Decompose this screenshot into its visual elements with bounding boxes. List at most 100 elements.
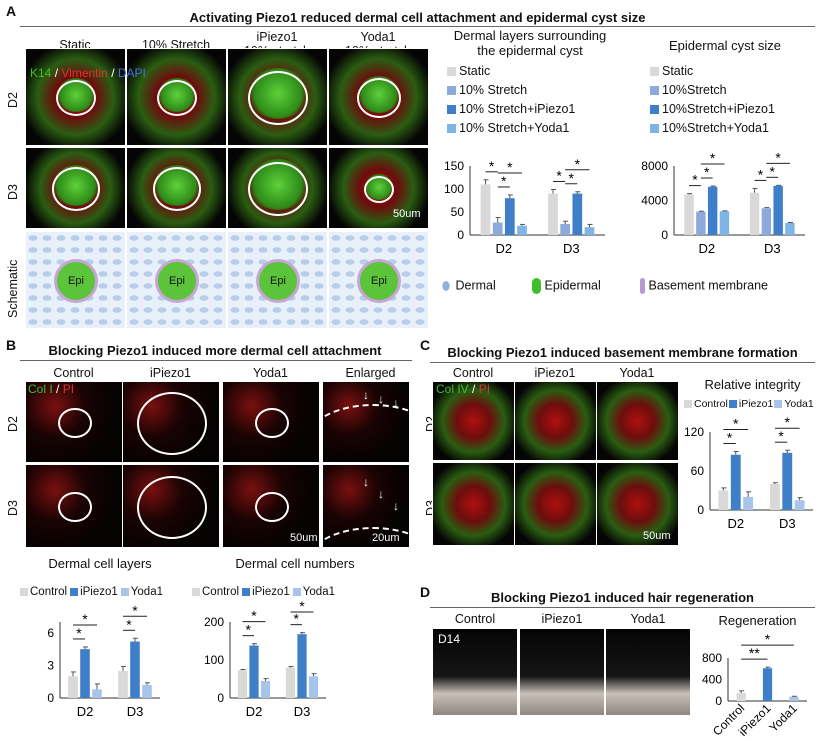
significance-marker: *: [770, 163, 776, 179]
stain-legend: Col I / PI: [28, 382, 74, 396]
micrograph: [514, 381, 597, 461]
chart-title: Dermal layers surrounding the epidermal c…: [440, 28, 620, 58]
panel-b-title: Blocking Piezo1 induced more dermal cell…: [48, 343, 382, 358]
micrograph: [222, 381, 320, 463]
arrow-icon: ↓: [393, 499, 399, 513]
significance-marker: *: [778, 428, 784, 444]
significance-marker: *: [692, 172, 698, 188]
x-tick-label: D3: [563, 241, 580, 256]
micrograph: [328, 147, 429, 229]
y-tick-label: 200: [204, 615, 224, 629]
significance-marker: *: [76, 625, 82, 641]
micrograph: [328, 48, 429, 146]
y-tick-label: 0: [47, 691, 54, 705]
bar: [480, 184, 491, 235]
x-tick-label: D3: [764, 241, 781, 256]
legend-swatch: [774, 400, 783, 409]
legend-swatch: [447, 124, 456, 134]
scale-bar-label: 50um: [290, 532, 318, 544]
legend-label: Dermal: [455, 278, 496, 293]
micrograph: [227, 147, 328, 229]
bar: [130, 641, 140, 698]
x-tick-label: D3: [294, 704, 311, 719]
legend-label: Basement membrane: [648, 278, 768, 293]
significance-marker: *: [758, 166, 764, 182]
legend-item: Yoda1: [774, 398, 814, 410]
column-header: Control: [53, 366, 94, 380]
legend-item: Control: [20, 586, 67, 598]
significance-marker: *: [733, 416, 739, 432]
legend-item: iPiezo1: [70, 586, 118, 598]
y-tick-label: 0: [697, 503, 704, 517]
x-tick-label: D3: [127, 704, 144, 719]
bar: [743, 497, 754, 510]
sep: /: [107, 66, 118, 80]
row-label: D2: [6, 92, 20, 108]
cyst-outline: [137, 391, 207, 455]
bar: [719, 211, 730, 235]
legend-item: Static: [650, 62, 775, 81]
epidermal-cyst-schematic: Epi: [54, 259, 98, 303]
legend-label: 10% Stretch: [459, 83, 528, 97]
cyst-outline: [255, 407, 289, 439]
legend-swatch: [70, 587, 79, 596]
legend-item: 10% Stretch: [447, 81, 575, 100]
legend-item: Yoda1: [120, 586, 163, 598]
cyst-outline: [364, 175, 394, 203]
y-tick-label: 50: [451, 205, 465, 219]
bar: [718, 490, 729, 510]
significance-marker: *: [246, 622, 252, 638]
bar: [237, 670, 248, 698]
legend-label: iPiezo1: [738, 398, 774, 410]
significance-marker: *: [299, 598, 305, 614]
chart-title: Epidermal cyst size: [669, 38, 781, 53]
schematic-legend-dermal: Dermal: [440, 278, 496, 294]
micrograph: ↓ ↓ ↓: [322, 381, 410, 463]
bar: [80, 649, 90, 698]
significance-marker: *: [785, 414, 791, 430]
legend-label: Control: [694, 398, 728, 410]
bar: [769, 484, 780, 510]
bar: [249, 645, 259, 698]
title-line: Dermal layers surrounding: [453, 28, 607, 43]
bar: [260, 680, 271, 698]
x-tick-label: D2: [727, 516, 744, 531]
micrograph: [25, 147, 126, 229]
column-header: Yoda1: [630, 612, 666, 626]
panel-b-label: B: [6, 337, 17, 353]
bar: [517, 225, 527, 235]
legend-label: 10%Stretch+iPiezo1: [662, 102, 775, 116]
row-label: D2: [6, 416, 20, 432]
legend-label: Static: [459, 64, 491, 78]
significance-marker: *: [501, 173, 507, 189]
column-header: Yoda1: [619, 366, 655, 380]
schematic: Epi: [328, 231, 429, 329]
bar: [285, 667, 296, 698]
legend-label: Epidermal: [544, 278, 601, 293]
bar: [492, 222, 503, 235]
stain-col4: Col IV: [436, 382, 469, 396]
stain-col1: Col I: [28, 382, 53, 396]
column-header: Control: [452, 366, 494, 380]
bar: [297, 634, 307, 698]
cyst-outline: [153, 167, 201, 211]
x-tick-label: D3: [779, 516, 796, 531]
significance-marker: *: [132, 602, 138, 618]
schematic: Epi: [25, 231, 126, 329]
cyst-outline: [357, 78, 401, 118]
cyst-outline: [58, 491, 92, 523]
sep: /: [468, 382, 479, 396]
micrograph: [25, 381, 123, 463]
micrograph: ↓ ↓ ↓: [322, 464, 410, 548]
x-tick-label: D2: [495, 241, 512, 256]
micrograph: [25, 464, 123, 548]
arrow-icon: ↓: [393, 396, 399, 410]
arrow-icon: ↓: [363, 388, 369, 402]
stain-legend: K14 / Vimentin / DAPI: [30, 66, 146, 80]
cyst-outline: [248, 71, 308, 125]
cyst-outline: [137, 475, 207, 539]
schematic: Epi: [227, 231, 328, 329]
